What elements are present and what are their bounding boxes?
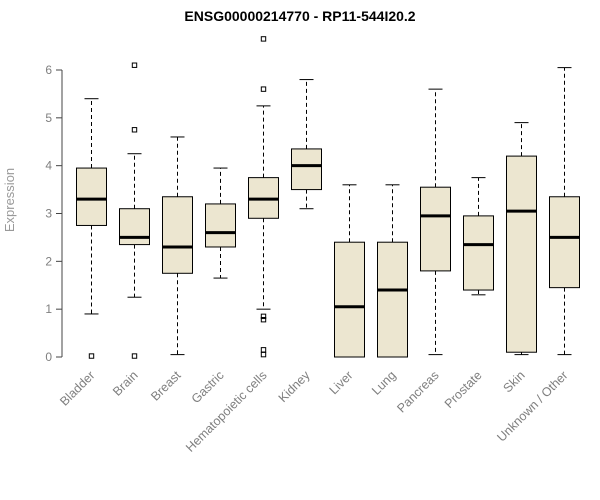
outlier-point — [260, 316, 267, 323]
box — [205, 203, 236, 248]
box — [162, 196, 193, 274]
outlier-point — [88, 353, 95, 359]
x-category-label: Prostate — [442, 368, 485, 411]
outlier-point — [260, 351, 267, 358]
y-tick-label: 5 — [45, 111, 52, 125]
box — [549, 196, 580, 289]
outlier-point — [260, 347, 267, 353]
y-tick-label: 3 — [45, 207, 52, 221]
box — [463, 215, 494, 291]
y-tick-label: 4 — [45, 159, 52, 173]
y-axis-label: Expression — [2, 168, 17, 232]
x-category-label: Pancreas — [394, 368, 441, 415]
y-tick-label: 2 — [45, 254, 52, 268]
x-category-label: Hematopoietic cells — [183, 368, 270, 455]
x-category-label: Gastric — [189, 368, 227, 406]
x-category-label: Kidney — [276, 368, 313, 405]
outlier-point — [131, 353, 138, 359]
x-category-label: Bladder — [57, 368, 97, 408]
box — [506, 155, 537, 353]
box — [377, 241, 408, 358]
box — [334, 241, 365, 358]
box — [291, 148, 322, 191]
chart-title: ENSG00000214770 - RP11-544I20.2 — [184, 8, 415, 24]
box — [420, 186, 451, 272]
outlier-point — [131, 127, 138, 133]
y-tick-label: 1 — [45, 302, 52, 316]
box — [119, 208, 150, 246]
y-tick-label: 6 — [45, 63, 52, 77]
y-tick-label: 0 — [45, 350, 52, 364]
x-category-label: Breast — [148, 368, 184, 404]
plot-area: 0 1 2 3 4 5 6 Bladder Brain Breast GastricHematopo… — [45, 36, 580, 455]
x-category-label: Brain — [110, 368, 141, 399]
box — [76, 167, 107, 226]
x-category-label: Lung — [369, 368, 399, 398]
outlier-point — [260, 36, 267, 42]
outlier-point — [260, 313, 267, 320]
outlier-point — [131, 62, 138, 68]
x-category-label: Liver — [327, 368, 356, 397]
x-category-label: Skin — [501, 368, 528, 395]
outlier-point — [260, 86, 267, 92]
